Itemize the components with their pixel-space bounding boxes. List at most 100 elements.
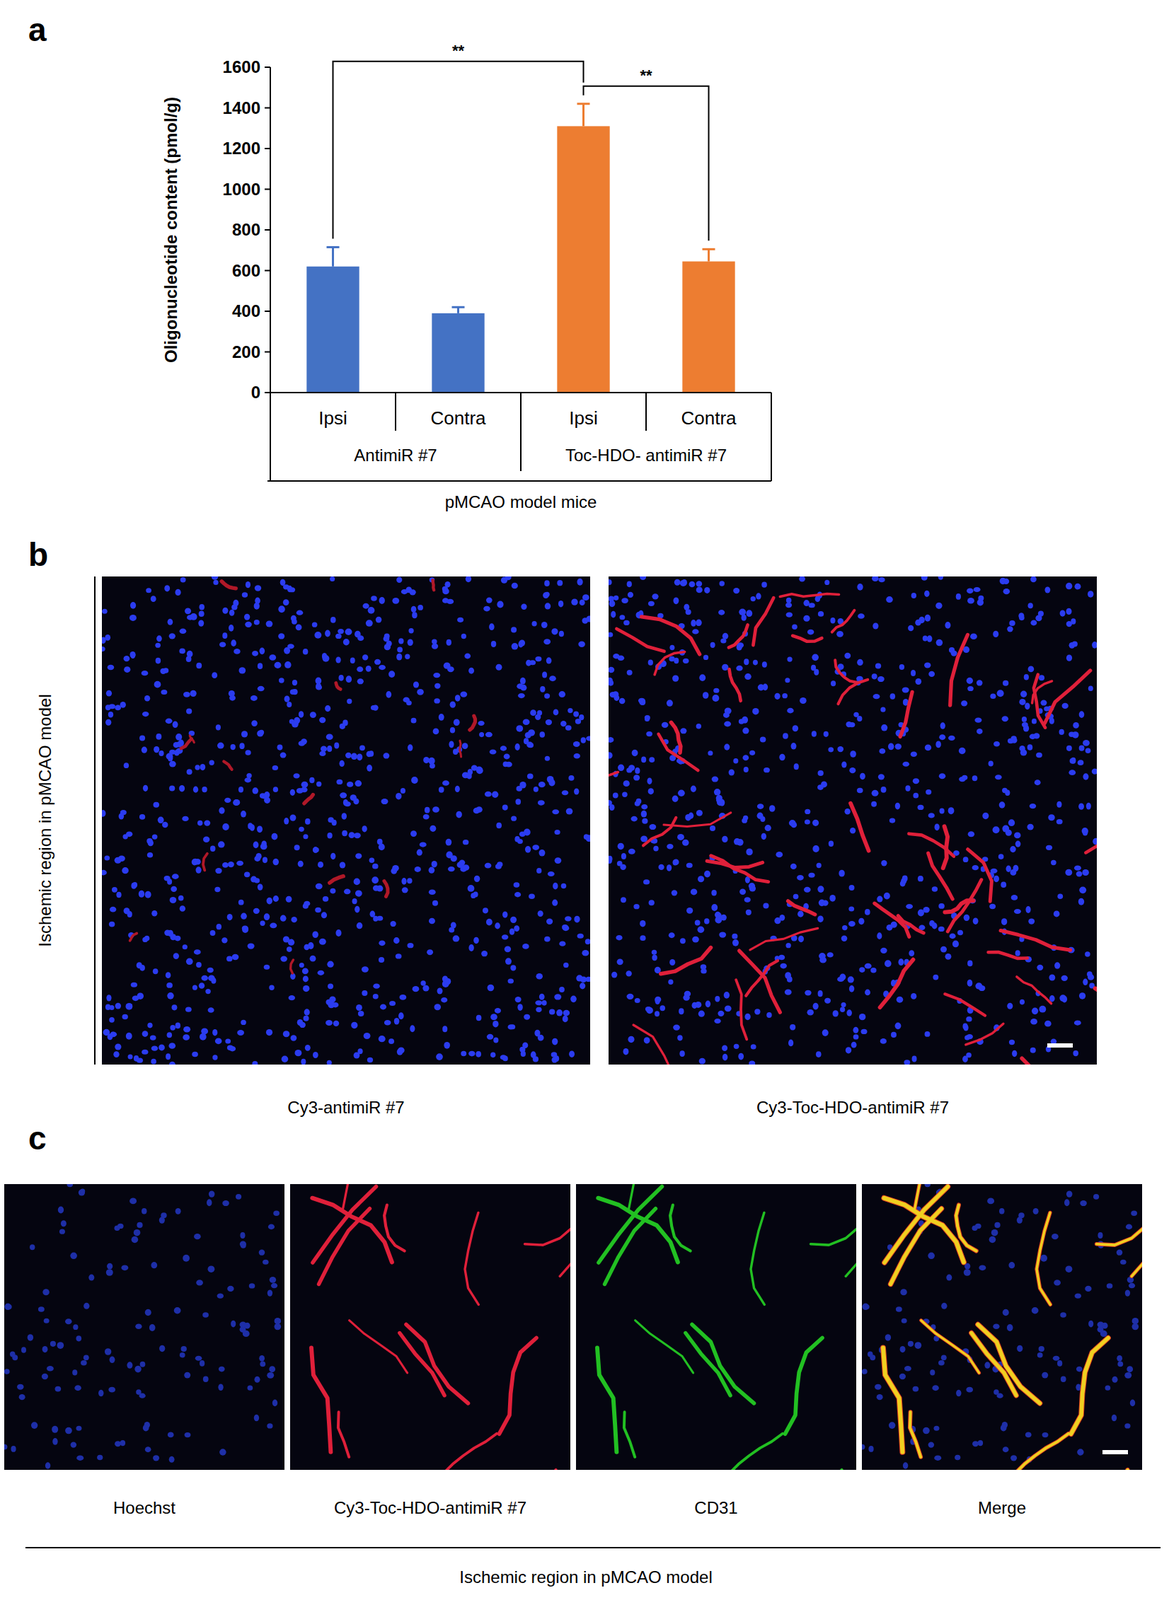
nucleus [273, 895, 279, 903]
nucleus [895, 803, 901, 811]
nucleus [648, 900, 655, 906]
vessel [597, 1348, 617, 1453]
nucleus [672, 675, 679, 682]
nucleus [262, 1260, 269, 1266]
error-bar [707, 249, 710, 262]
nucleus [527, 774, 534, 780]
nucleus [65, 1427, 73, 1435]
nucleus [585, 939, 591, 945]
nucleus [871, 576, 879, 582]
nucleus [849, 885, 855, 891]
nucleus [743, 755, 750, 761]
vessel [1095, 988, 1097, 1050]
nucleus [241, 730, 248, 738]
nucleus [856, 583, 863, 591]
nucleus [416, 849, 423, 857]
nucleus [1064, 1199, 1070, 1207]
nucleus [1064, 869, 1073, 877]
nucleus [1006, 1324, 1014, 1332]
nucleus [108, 922, 115, 928]
nucleus [880, 860, 887, 867]
x-tick-label: Contra [430, 407, 487, 429]
nucleus [908, 950, 915, 957]
nucleus [547, 871, 555, 877]
nucleus [343, 889, 351, 896]
nucleus [901, 1319, 908, 1324]
nucleus [109, 907, 117, 913]
nucleus [699, 1058, 706, 1065]
nucleus [125, 1033, 133, 1041]
nucleus [122, 1014, 129, 1021]
nucleus [1001, 918, 1007, 926]
nucleus [290, 1035, 298, 1041]
nucleus [151, 1045, 159, 1051]
nucleus [201, 786, 207, 793]
nucleus [16, 1384, 24, 1391]
vessel [641, 617, 700, 655]
nucleus [101, 870, 107, 877]
micrograph [290, 1184, 571, 1471]
nucleus [346, 781, 354, 788]
nucleus [251, 651, 259, 657]
nucleus [924, 614, 931, 623]
nucleus [711, 890, 717, 896]
nucleus [150, 1035, 157, 1041]
nucleus [120, 701, 126, 709]
nucleus [217, 841, 226, 848]
nucleus [873, 694, 881, 700]
nucleus [580, 976, 588, 983]
image-caption: Hoechst [113, 1498, 176, 1518]
nucleus [462, 772, 470, 779]
nucleus [761, 582, 768, 589]
nucleus [338, 675, 344, 682]
nucleus [304, 1009, 310, 1016]
nucleus [365, 665, 372, 673]
nucleus [385, 691, 392, 699]
nucleus [880, 948, 888, 954]
nucleus [1076, 871, 1083, 878]
nucleus [142, 711, 150, 717]
nucleus [229, 609, 235, 617]
nucleus [672, 597, 679, 605]
nucleus [169, 1062, 176, 1065]
nucleus [147, 852, 153, 859]
nucleus [733, 1044, 740, 1050]
vessel [349, 1321, 408, 1374]
nucleus [446, 599, 454, 605]
nucleus [455, 811, 462, 819]
nucleus [926, 635, 933, 643]
nucleus [366, 764, 373, 773]
y-tick [264, 392, 271, 394]
nucleus [704, 871, 711, 879]
nucleus [517, 641, 523, 648]
nucleus [684, 814, 692, 821]
nucleus [294, 844, 301, 851]
nucleus [375, 617, 383, 624]
nucleus [798, 576, 806, 583]
nucleus [327, 983, 334, 990]
nucleus [1074, 1020, 1082, 1026]
nucleus [169, 1457, 175, 1464]
vessel [442, 1434, 497, 1471]
vessel [399, 1333, 445, 1397]
nucleus [1065, 1265, 1073, 1274]
nucleus [1047, 814, 1056, 821]
y-tick [264, 107, 271, 109]
nucleus [399, 994, 407, 1001]
nucleus [297, 861, 304, 868]
nucleus [309, 711, 317, 719]
nucleus [677, 790, 685, 797]
nucleus [254, 1377, 260, 1384]
nucleus [1087, 590, 1094, 598]
nucleus [203, 820, 211, 826]
nucleus [443, 662, 451, 669]
nucleus [875, 663, 881, 669]
nucleus [381, 798, 389, 805]
nucleus [1021, 716, 1027, 723]
nucleus [554, 830, 561, 835]
nucleus [491, 641, 497, 648]
nucleus [1031, 1008, 1039, 1016]
nucleus [314, 631, 322, 639]
nucleus [225, 1039, 231, 1045]
nucleus [244, 622, 252, 628]
